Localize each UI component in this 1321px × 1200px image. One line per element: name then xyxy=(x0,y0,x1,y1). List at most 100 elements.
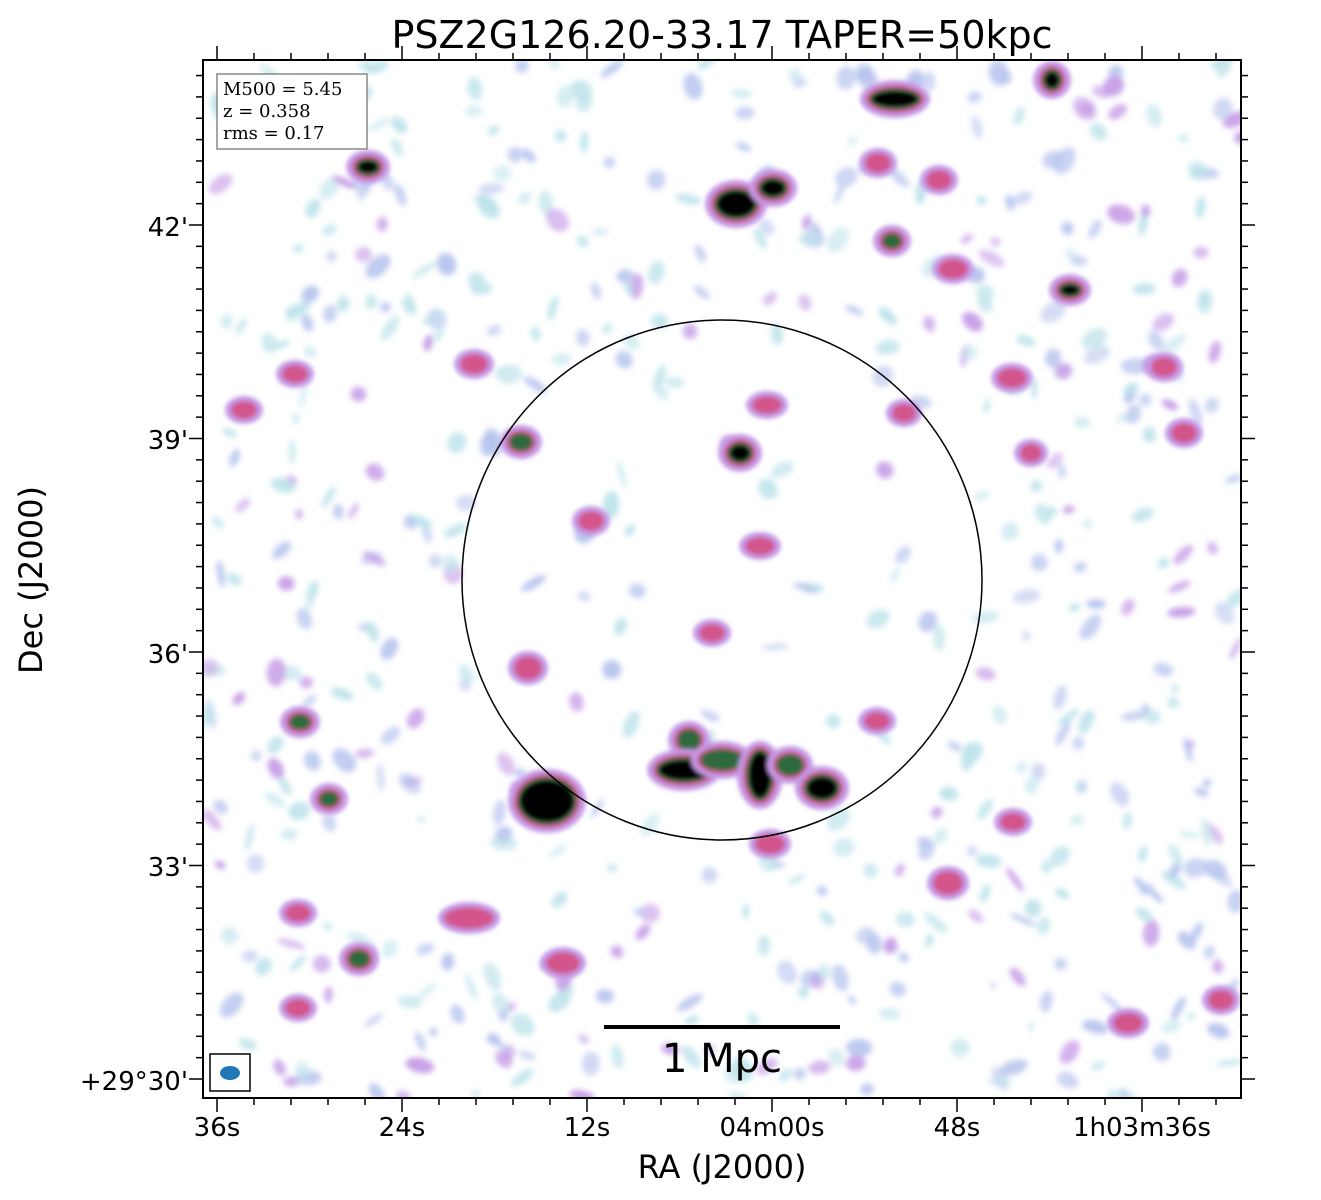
noise-blob xyxy=(1147,887,1164,903)
noise-blob xyxy=(347,502,359,519)
noise-blob xyxy=(411,261,437,279)
noise-blob xyxy=(999,1059,1028,1076)
noise-blob xyxy=(1040,990,1053,1013)
noise-blob xyxy=(1202,778,1212,788)
noise-blob xyxy=(976,798,994,820)
source-body xyxy=(677,729,701,751)
source-envelope xyxy=(1151,357,1177,377)
noise-blob xyxy=(1152,313,1175,332)
noise-blob xyxy=(1161,870,1186,890)
noise-blob xyxy=(802,214,811,230)
noise-blob xyxy=(883,937,897,954)
info-redshift: z = 0.358 xyxy=(223,101,311,122)
noise-blob xyxy=(405,1057,435,1074)
noise-blob xyxy=(894,863,906,877)
noise-blob xyxy=(1012,191,1033,205)
noise-blob xyxy=(693,285,710,300)
plot-frame xyxy=(202,59,1242,1099)
noise-blob xyxy=(757,935,771,956)
noise-blob xyxy=(382,940,398,958)
noise-blob xyxy=(857,65,872,83)
noise-blob xyxy=(222,428,237,438)
noise-blob xyxy=(756,1058,778,1075)
noise-blob xyxy=(291,413,300,424)
noise-blob xyxy=(1027,1022,1035,1032)
noise-blob xyxy=(592,227,609,236)
source-body xyxy=(509,433,533,451)
noise-blob xyxy=(770,323,784,345)
x-tick-label: 1h03m36s xyxy=(1073,1113,1211,1143)
noise-blob xyxy=(379,301,391,313)
noise-blob xyxy=(1183,737,1193,763)
source-envelope xyxy=(514,656,542,680)
noise-blob xyxy=(915,191,925,201)
source-envelope xyxy=(231,401,257,419)
noise-blob xyxy=(1132,283,1156,295)
noise-blob xyxy=(406,708,425,729)
noise-blob xyxy=(547,296,559,321)
noise-blob xyxy=(792,77,807,88)
noise-blob xyxy=(1013,106,1025,126)
noise-blob xyxy=(1177,931,1196,950)
noise-blob xyxy=(1009,913,1037,927)
noise-blob xyxy=(221,313,233,330)
noise-blob xyxy=(479,432,499,457)
noise-blob xyxy=(961,745,977,771)
source-envelope xyxy=(285,999,311,1017)
noise-blob xyxy=(302,695,317,707)
source-envelope xyxy=(865,153,891,173)
noise-blob xyxy=(924,933,934,948)
source-body xyxy=(289,714,311,730)
noise-blob xyxy=(1141,204,1151,218)
noise-blob xyxy=(1079,614,1102,640)
noise-blob xyxy=(380,726,401,745)
noise-blob xyxy=(235,317,248,335)
source-envelope xyxy=(752,396,782,414)
noise-blob xyxy=(1082,519,1093,529)
y-tick-label: 33' xyxy=(148,853,188,883)
noise-blob xyxy=(283,1076,300,1087)
noise-blob xyxy=(816,885,828,897)
noise-blob xyxy=(350,386,367,402)
noise-blob xyxy=(798,294,812,311)
source-body xyxy=(882,233,902,249)
noise-blob xyxy=(277,576,295,591)
noise-blob xyxy=(285,301,311,318)
noise-blob xyxy=(510,1068,534,1087)
noise-blob xyxy=(614,617,628,636)
noise-blob xyxy=(1080,103,1094,115)
noise-blob xyxy=(554,129,567,143)
noise-blob xyxy=(1089,123,1108,141)
noise-blob xyxy=(1120,357,1150,375)
noise-blob xyxy=(701,867,718,884)
noise-blob xyxy=(616,459,627,489)
noise-blob xyxy=(610,945,624,959)
noise-blob xyxy=(299,676,314,689)
noise-blob xyxy=(1107,204,1135,225)
noise-blob xyxy=(366,117,392,131)
noise-blob xyxy=(979,883,991,903)
noise-blob xyxy=(600,60,624,78)
noise-blob xyxy=(1054,538,1064,554)
noise-blob xyxy=(1009,967,1026,987)
noise-blob xyxy=(376,763,385,792)
source-core xyxy=(358,161,378,173)
noise-blob xyxy=(1193,246,1209,259)
noise-blob xyxy=(417,982,438,999)
noise-blob xyxy=(570,80,592,101)
noise-blob xyxy=(1161,1019,1182,1034)
noise-blob xyxy=(889,981,907,997)
noise-blob xyxy=(1122,811,1133,830)
noise-blob xyxy=(332,503,344,520)
source-envelope xyxy=(745,537,775,555)
noise-blob xyxy=(323,304,338,323)
noise-blob xyxy=(507,146,523,163)
noise-blob xyxy=(1167,696,1180,709)
noise-blob xyxy=(521,148,536,163)
noise-blob xyxy=(731,89,752,98)
info-rms: rms = 0.17 xyxy=(223,123,325,144)
noise-blob xyxy=(875,461,894,479)
scale-bar-label: 1 Mpc xyxy=(662,1036,782,1082)
noise-blob xyxy=(635,924,651,941)
